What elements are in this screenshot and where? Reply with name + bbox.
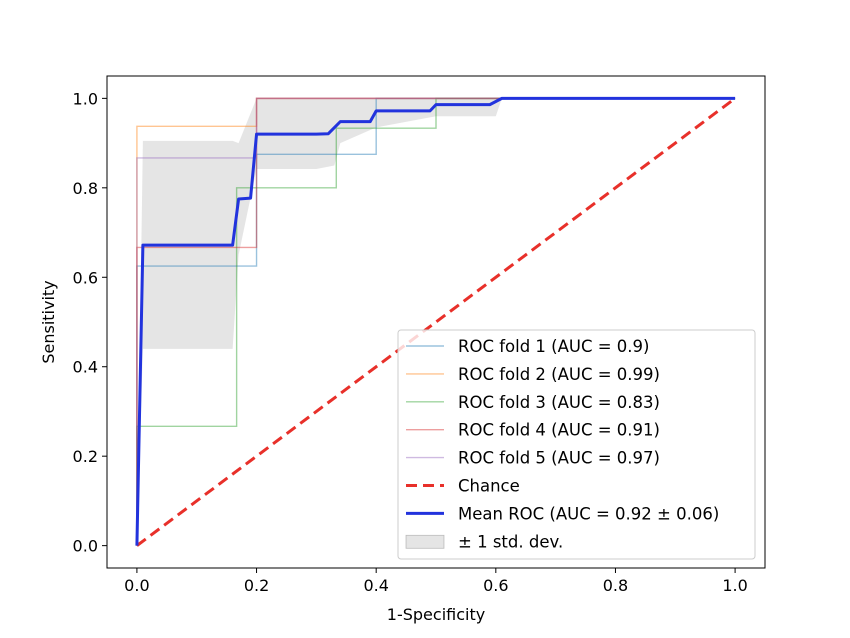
y-axis-title: Sensitivity (39, 280, 58, 363)
y-tick-label: 0.6 (73, 268, 98, 287)
plot-frame (106, 75, 766, 569)
legend-label: Chance (458, 477, 520, 496)
x-tick-label: 0.0 (124, 576, 149, 595)
legend-label: ROC fold 4 (AUC = 0.91) (458, 421, 660, 440)
y-axis: 0.0 0.2 0.4 0.6 0.8 1.0 (73, 89, 107, 556)
legend-label: Mean ROC (AUC = 0.92 ± 0.06) (458, 504, 719, 523)
x-tick-label: 0.2 (244, 576, 269, 595)
std-dev-band-layer (136, 98, 736, 546)
x-tick-label: 0.6 (483, 576, 508, 595)
y-tick-label: 0.4 (73, 358, 98, 377)
legend-label: ROC fold 5 (AUC = 0.97) (458, 449, 660, 468)
x-axis: 0.0 0.2 0.4 0.6 0.8 1.0 (124, 568, 748, 595)
legend: ROC fold 1 (AUC = 0.9) ROC fold 2 (AUC = … (397, 329, 756, 560)
series-line-1 (136, 97, 736, 546)
legend-label: ± 1 std. dev. (458, 532, 563, 551)
std-dev-band (136, 98, 736, 546)
y-tick-label: 0.0 (73, 537, 98, 556)
y-tick-label: 0.8 (73, 179, 98, 198)
y-tick-label: 1.0 (73, 89, 98, 108)
x-tick-label: 0.8 (603, 576, 628, 595)
x-tick-label: 0.4 (363, 576, 388, 595)
legend-swatch (405, 534, 445, 549)
x-axis-title: 1-Specificity (387, 605, 485, 624)
series-line-5 (136, 97, 736, 546)
legend-label: ROC fold 2 (AUC = 0.99) (458, 365, 660, 384)
legend-label: ROC fold 1 (AUC = 0.9) (458, 337, 649, 356)
series-line-6 (136, 97, 736, 547)
x-tick-label: 1.0 (722, 576, 747, 595)
legend-label: ROC fold 3 (AUC = 0.83) (458, 393, 660, 412)
y-tick-label: 0.2 (73, 447, 98, 466)
series-layer (135, 96, 736, 547)
series-line-2 (136, 97, 736, 546)
series-line-7 (135, 96, 736, 546)
series-line-3 (136, 97, 736, 546)
legend-box (397, 329, 756, 560)
